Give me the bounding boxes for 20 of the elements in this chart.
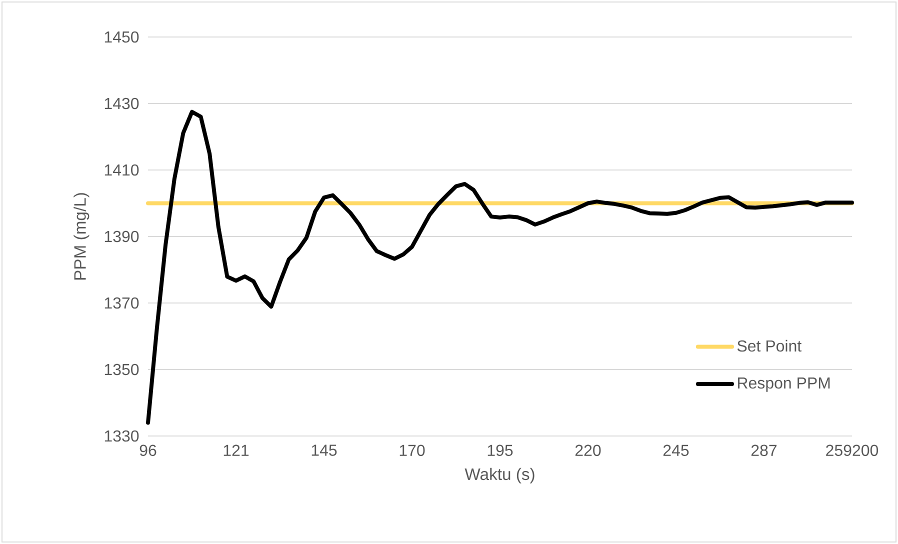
y-tick-label: 1350: [104, 364, 139, 376]
y-tick-label: 1450: [104, 31, 139, 43]
x-tick-label: 220: [575, 444, 601, 456]
y-tick-label: 1390: [104, 230, 139, 242]
x-tick-label: 96: [140, 444, 156, 456]
y-tick-label: 1430: [104, 98, 139, 110]
y-axis-title: PPM (mg/L): [74, 193, 90, 280]
legend-label: Respon PPM: [738, 377, 830, 392]
y-tick-label: 1370: [104, 297, 139, 309]
y-tick-label: 1330: [104, 430, 139, 442]
x-tick-label: 121: [224, 444, 249, 456]
x-tick-label: 145: [312, 444, 337, 456]
legend-label: Set Point: [737, 340, 802, 352]
x-tick-label: 287: [751, 444, 777, 456]
x-tick-label: 245: [663, 444, 689, 456]
x-axis-title: Waktu (s): [464, 468, 534, 484]
x-tick-label: 170: [400, 444, 425, 456]
y-tick-label: 1410: [104, 164, 139, 176]
x-tick-label: 195: [488, 444, 513, 456]
x-tick-label: 259200: [826, 444, 878, 456]
